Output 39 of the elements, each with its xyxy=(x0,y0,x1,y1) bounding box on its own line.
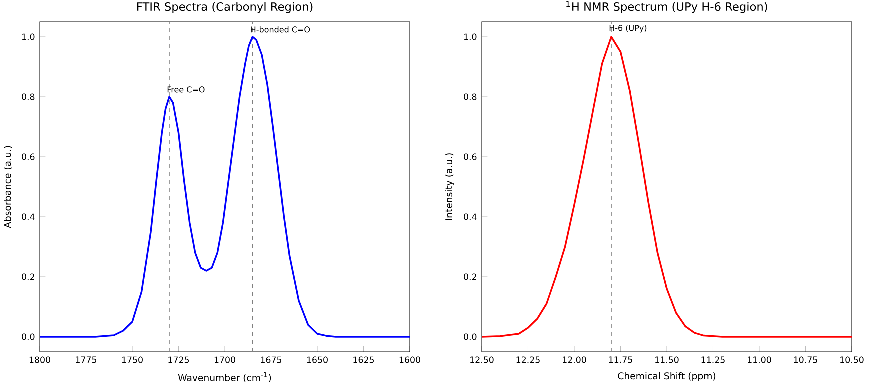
x-tick-label: 12.25 xyxy=(516,356,540,364)
y-tick-label: 1.0 xyxy=(464,34,477,40)
x-tick-label: 11.00 xyxy=(748,356,772,364)
x-tick-label: 11.50 xyxy=(656,356,679,364)
x-tick-label: 1650 xyxy=(307,356,328,364)
y-tick-label: 0.2 xyxy=(22,274,34,280)
x-axis-title: Wavenumber (cm$^{-1}$) xyxy=(178,372,272,383)
y-axis-title: Intensity (a.u.) xyxy=(445,154,454,220)
x-tick-label: 10.75 xyxy=(794,356,818,364)
x-tick-label: 12.00 xyxy=(563,356,586,364)
y-axis-title: Absorbance (a.u.) xyxy=(4,146,12,228)
x-tick-label: 1700 xyxy=(214,356,236,364)
x-tick-label: 10.50 xyxy=(840,356,864,364)
y-tick-label: 0.4 xyxy=(22,214,35,220)
y-tick-label: 0.6 xyxy=(464,154,477,160)
y-tick-label: 0.8 xyxy=(464,94,477,100)
x-tick-label: 1600 xyxy=(400,356,420,364)
x-tick-label: 1675 xyxy=(261,356,282,364)
x-tick-label: 11.75 xyxy=(609,356,632,364)
x-tick-label: 1725 xyxy=(168,356,190,364)
x-axis-title: Chemical Shift (ppm) xyxy=(618,372,716,382)
x-tick-label: 1775 xyxy=(76,356,97,364)
y-tick-label: 0.2 xyxy=(464,274,476,280)
annotation: Free C=O xyxy=(168,86,205,93)
x-tick-label: 1750 xyxy=(122,356,143,364)
y-tick-label: 0.0 xyxy=(22,334,35,340)
x-tick-label: 1800 xyxy=(30,356,50,364)
y-tick-label: 0.8 xyxy=(22,94,35,100)
chart-title: $^{1}$H NMR Spectrum (UPy H-6 Region) xyxy=(566,1,768,14)
y-tick-label: 0.6 xyxy=(22,154,35,160)
x-tick-label: 12.50 xyxy=(470,356,494,364)
x-tick-label: 1625 xyxy=(354,356,374,364)
annotation: H-6 (UPy) xyxy=(610,24,647,33)
y-tick-label: 0.0 xyxy=(464,334,477,340)
chart-title: FTIR Spectra (Carbonyl Region) xyxy=(138,2,313,14)
y-tick-label: 0.4 xyxy=(464,214,477,220)
annotation: H-bonded C=O xyxy=(251,26,310,33)
x-tick-label: 11.25 xyxy=(702,356,725,364)
y-tick-label: 1.0 xyxy=(22,34,35,40)
